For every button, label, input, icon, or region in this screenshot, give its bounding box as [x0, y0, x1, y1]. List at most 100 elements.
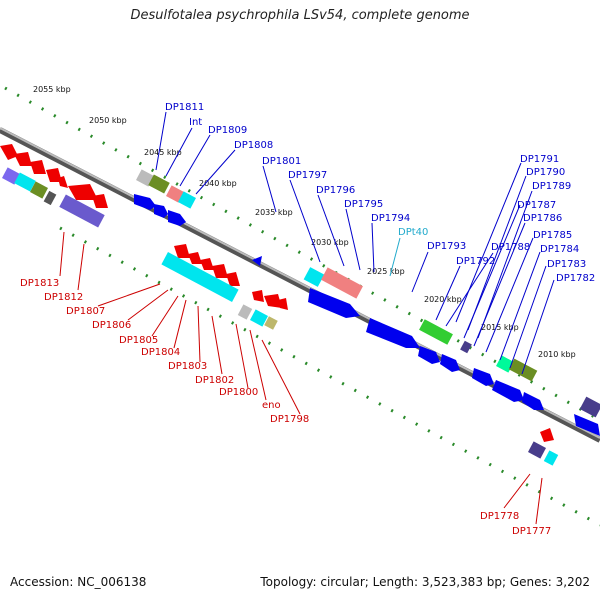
gene-arrow	[154, 204, 168, 218]
gene-box	[43, 190, 57, 206]
gene-label: DP1792	[456, 256, 495, 267]
gene-box	[303, 267, 325, 287]
gene-arrow	[264, 294, 282, 308]
gene-box	[264, 316, 278, 330]
gene-label: DP1786	[523, 213, 562, 224]
gene-label: DP1806	[92, 320, 131, 331]
gene-label: DP1793	[427, 241, 466, 252]
gene-label: DP1787	[517, 200, 556, 211]
gene-label: DP1788	[491, 242, 530, 253]
tick-label: 2050 kbp	[89, 116, 127, 125]
tick-label: 2025 kbp	[367, 267, 405, 276]
gene-label: DP1790	[526, 167, 565, 178]
gene-label: DP1813	[20, 278, 59, 289]
gene-box	[30, 181, 48, 199]
scale-labels: 2055 kbp 2050 kbp 2045 kbp 2040 kbp 2035…	[33, 85, 576, 359]
map-title: Desulfotalea psychrophila LSv54, complet…	[130, 8, 470, 23]
gene-box	[460, 340, 472, 354]
gene-arrow	[168, 210, 186, 226]
gene-box	[166, 185, 184, 203]
gene-box	[321, 267, 363, 299]
gene-label: DP1803	[168, 361, 207, 372]
gene-arrow	[14, 152, 32, 166]
gene-box	[419, 319, 453, 345]
gene-box	[579, 396, 600, 418]
tick-label: 2015 kbp	[481, 323, 519, 332]
gene-arrow	[308, 288, 360, 318]
gene-arrow	[92, 194, 108, 208]
scale-track-upper	[4, 86, 600, 422]
gene-label: DP1796	[316, 185, 355, 196]
gene-arrow	[68, 184, 98, 200]
gene-label: DP1809	[208, 125, 247, 136]
gene-label: Int	[189, 117, 202, 128]
tick-label: 2045 kbp	[144, 148, 182, 157]
gene-arrow	[540, 428, 554, 442]
gene-label: DP1805	[119, 335, 158, 346]
top-gene-labels: DP1811 Int DP1809 DP1808 DP1801 DP1797 D…	[165, 102, 595, 284]
gene-label: DP1812	[44, 292, 83, 303]
gene-arrow	[252, 290, 264, 302]
gene-label: DP1785	[533, 230, 572, 241]
gene-arrow	[46, 168, 62, 182]
gene-arrow	[226, 272, 240, 286]
gene-arrow	[58, 176, 68, 188]
gene-label: DP1804	[141, 347, 180, 358]
gene-box	[178, 191, 196, 209]
gene-arrow	[200, 258, 214, 270]
gene-label: DP1782	[556, 273, 595, 284]
gene-arrow	[212, 264, 228, 278]
gene-arrow	[0, 144, 18, 160]
tick-label: 2035 kbp	[255, 208, 293, 217]
gene-arrow	[492, 380, 524, 402]
gene-arrow	[574, 414, 600, 436]
reverse-genes	[0, 144, 559, 466]
gene-label: DP1777	[512, 526, 551, 537]
tick-label: 2020 kbp	[424, 295, 462, 304]
gene-box	[59, 194, 105, 228]
gene-label: DP1795	[344, 199, 383, 210]
gene-arrow	[440, 354, 460, 372]
gene-box	[543, 450, 559, 466]
tick-label: 2040 kbp	[199, 179, 237, 188]
gene-box	[250, 309, 268, 327]
gene-arrow	[522, 392, 544, 410]
scale-track-lower	[59, 226, 600, 527]
gene-label: DP1807	[66, 306, 105, 317]
gene-label: DP1808	[234, 140, 273, 151]
gene-box	[528, 441, 546, 459]
gene-label: DP1783	[547, 259, 586, 270]
gene-label: eno	[262, 400, 281, 411]
gene-label: DP1811	[165, 102, 204, 113]
gene-label: DP1794	[371, 213, 410, 224]
forward-genes	[134, 169, 600, 436]
gene-box	[14, 172, 36, 192]
gene-label: DPt40	[398, 227, 428, 238]
gene-arrow	[252, 256, 262, 266]
bottom-leader-lines	[59, 231, 543, 525]
gene-label: DP1778	[480, 511, 519, 522]
tick-label: 2030 kbp	[311, 238, 349, 247]
gene-label: DP1802	[195, 375, 234, 386]
gene-label: DP1797	[288, 170, 327, 181]
gene-arrow	[188, 252, 202, 264]
gene-label: DP1801	[262, 156, 301, 167]
gene-label: DP1791	[520, 154, 559, 165]
top-leader-lines	[155, 111, 555, 375]
accession-text: Accession: NC_006138	[10, 575, 147, 589]
gene-box	[2, 167, 20, 185]
gene-label: DP1784	[540, 244, 579, 255]
tick-label: 2055 kbp	[33, 85, 71, 94]
gene-box	[136, 169, 154, 187]
gene-label: DP1800	[219, 387, 258, 398]
topology-text: Topology: circular; Length: 3,523,383 bp…	[260, 575, 590, 589]
gene-label: DP1789	[532, 181, 571, 192]
rna-leader-line	[389, 237, 401, 277]
gene-arrow	[366, 318, 420, 348]
gene-arrow	[472, 368, 494, 386]
gene-box	[161, 252, 239, 302]
gene-box	[148, 174, 170, 194]
gene-arrow	[418, 346, 440, 364]
gene-arrow	[30, 160, 46, 174]
